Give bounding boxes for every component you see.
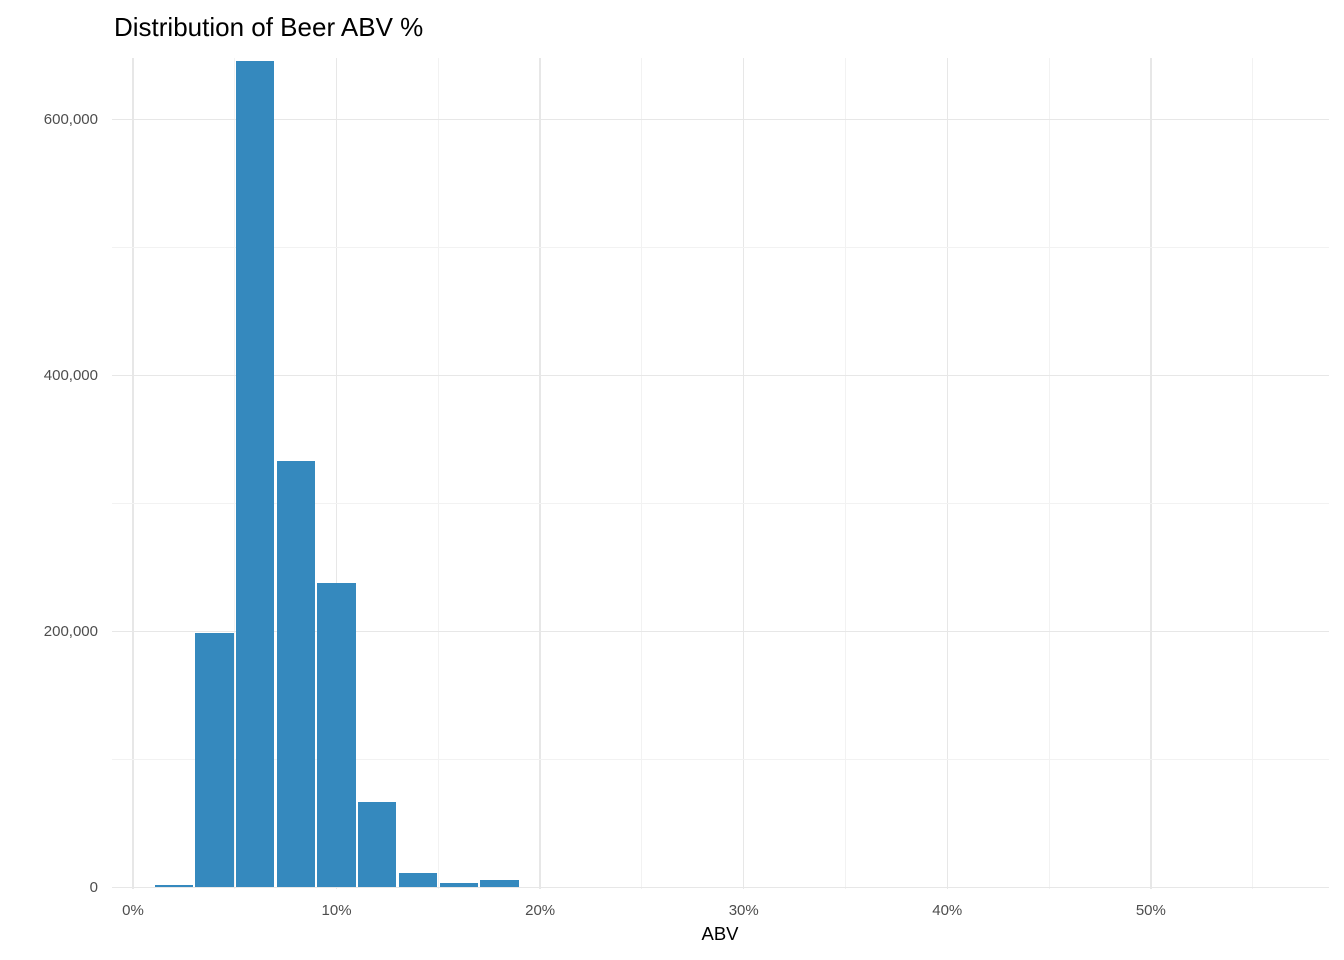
x-minor-gridline bbox=[1252, 58, 1254, 889]
y-minor-gridline bbox=[112, 503, 1329, 505]
x-tick-label: 40% bbox=[932, 902, 963, 919]
x-minor-gridline bbox=[641, 58, 643, 889]
x-major-gridline bbox=[335, 58, 338, 889]
y-major-gridline bbox=[112, 630, 1329, 633]
x-axis-title: ABV bbox=[701, 923, 739, 944]
x-major-gridline bbox=[1150, 58, 1152, 889]
histogram-bar bbox=[276, 461, 315, 888]
y-minor-gridline bbox=[112, 759, 1329, 761]
histogram-bar bbox=[398, 873, 438, 888]
x-major-gridline bbox=[539, 58, 541, 889]
x-tick-label: 50% bbox=[1135, 902, 1166, 919]
x-tick-label: 0% bbox=[122, 902, 144, 919]
x-tick-label: 30% bbox=[728, 902, 759, 919]
x-major-gridline bbox=[946, 58, 949, 889]
y-major-gridline bbox=[112, 118, 1329, 121]
histogram-bar bbox=[236, 60, 275, 888]
x-minor-gridline bbox=[234, 58, 236, 889]
x-major-gridline bbox=[132, 58, 134, 889]
y-tick-label: 400,000 bbox=[43, 366, 98, 384]
y-major-gridline bbox=[112, 886, 1329, 889]
x-minor-gridline bbox=[437, 58, 439, 889]
histogram-bar bbox=[358, 801, 397, 888]
y-tick-label: 200,000 bbox=[43, 622, 98, 640]
histogram-bar bbox=[195, 632, 234, 888]
x-tick-label: 20% bbox=[525, 902, 556, 919]
x-major-gridline bbox=[742, 58, 745, 889]
y-tick-label: 0 bbox=[89, 878, 98, 896]
y-minor-gridline bbox=[112, 247, 1329, 249]
histogram-bar bbox=[154, 884, 193, 888]
y-major-gridline bbox=[112, 374, 1329, 377]
chart-title: Distribution of Beer ABV % bbox=[114, 12, 424, 42]
x-minor-gridline bbox=[1048, 58, 1050, 889]
histogram-bar bbox=[480, 880, 519, 888]
x-minor-gridline bbox=[844, 58, 846, 889]
histogram-bar bbox=[439, 883, 478, 888]
x-tick-label: 10% bbox=[321, 902, 352, 919]
histogram-bar bbox=[317, 582, 356, 888]
y-tick-label: 600,000 bbox=[43, 110, 98, 128]
